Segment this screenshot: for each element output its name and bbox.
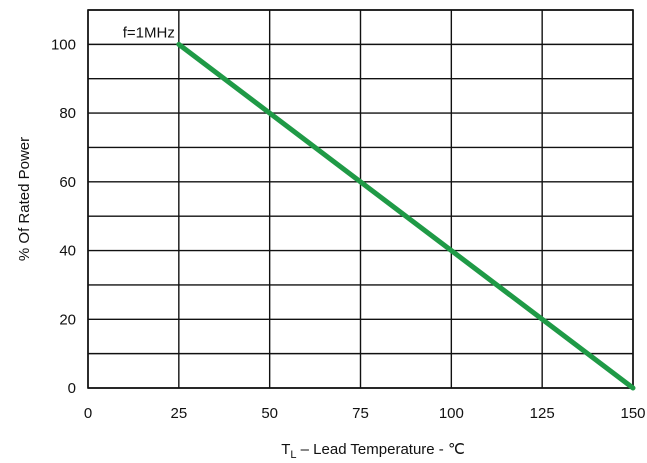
label-layer: 0 25 50 75 100 125 150 0 20 40 60 80 100 % Of Rated P… [16,36,646,461]
grid-layer [87,9,634,389]
x-axis-title-subscript: L [290,449,296,461]
x-tick-label: 125 [530,405,555,422]
y-tick-label: 20 [59,311,76,328]
frequency-annotation: f=1MHz [123,24,175,41]
plot-area-border [87,9,634,389]
x-tick-label: 75 [352,405,369,422]
x-tick-label: 50 [261,405,278,422]
y-tick-label: 40 [59,243,76,260]
x-axis-title-rest: – Lead Temperature - ℃ [296,441,464,458]
x-tick-label: 150 [620,405,645,422]
y-tick-label: 100 [51,36,76,53]
annotation-layer: f=1MHz [123,24,175,41]
series-layer [176,41,636,391]
x-axis-title-main: T [281,441,290,458]
series-line [176,41,636,391]
y-tick-label: 0 [68,380,76,397]
y-tick-label: 60 [59,174,76,191]
x-tick-label: 100 [439,405,464,422]
x-axis-title: TL – Lead Temperature - ℃ [281,441,465,461]
y-axis-title: % Of Rated Power [16,137,33,261]
y-tick-label: 80 [59,105,76,122]
x-tick-label: 25 [170,405,187,422]
x-tick-label: 0 [84,405,92,422]
